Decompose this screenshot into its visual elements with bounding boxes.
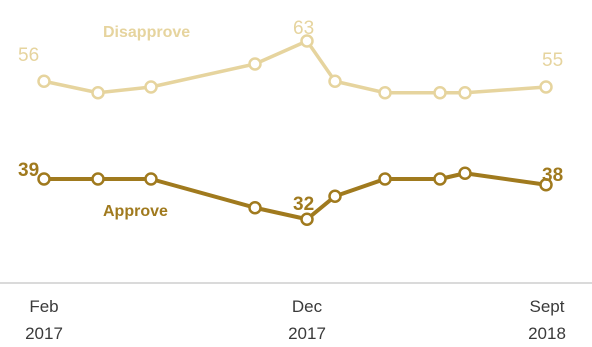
x-tick-month-feb: Feb — [29, 297, 58, 316]
point-approve-9 — [539, 178, 553, 192]
series-label-approve: Approve — [103, 203, 168, 220]
series-line-approve — [44, 171, 547, 222]
x-tick-year-2017-a: 2017 — [25, 324, 63, 343]
x-tick-year-2017-b: 2017 — [288, 324, 326, 343]
point-approve-5 — [328, 189, 342, 203]
series-layer — [37, 34, 553, 226]
x-tick-month-dec: Dec — [292, 297, 323, 316]
data-label-approve-first: 39 — [18, 160, 39, 181]
point-approve-7 — [433, 172, 447, 186]
data-label-disapprove-last: 55 — [542, 50, 563, 71]
point-disapprove-6 — [378, 86, 392, 100]
point-disapprove-1 — [91, 86, 105, 100]
data-label-disapprove-first: 56 — [18, 45, 39, 66]
point-disapprove-3 — [248, 57, 262, 71]
point-approve-6 — [378, 172, 392, 186]
data-label-approve-low: 32 — [293, 194, 314, 215]
point-approve-2 — [144, 172, 158, 186]
x-tick-month-sept: Sept — [530, 297, 565, 316]
point-disapprove-9 — [539, 80, 553, 94]
data-label-approve-last: 38 — [542, 165, 563, 186]
point-disapprove-5 — [328, 74, 342, 88]
point-disapprove-2 — [144, 80, 158, 94]
x-tick-year-2018: 2018 — [528, 324, 566, 343]
point-disapprove-8 — [458, 86, 472, 100]
series-line-disapprove — [43, 39, 547, 95]
point-approve-3 — [248, 201, 262, 215]
point-approve-0 — [37, 172, 51, 186]
point-disapprove-4 — [300, 34, 314, 48]
data-label-disapprove-peak: 63 — [293, 18, 314, 39]
point-disapprove-0 — [37, 74, 51, 88]
point-approve-4 — [300, 212, 314, 226]
point-approve-1 — [91, 172, 105, 186]
point-disapprove-7 — [433, 86, 447, 100]
point-approve-8 — [458, 166, 472, 180]
series-label-disapprove: Disapprove — [103, 24, 190, 41]
